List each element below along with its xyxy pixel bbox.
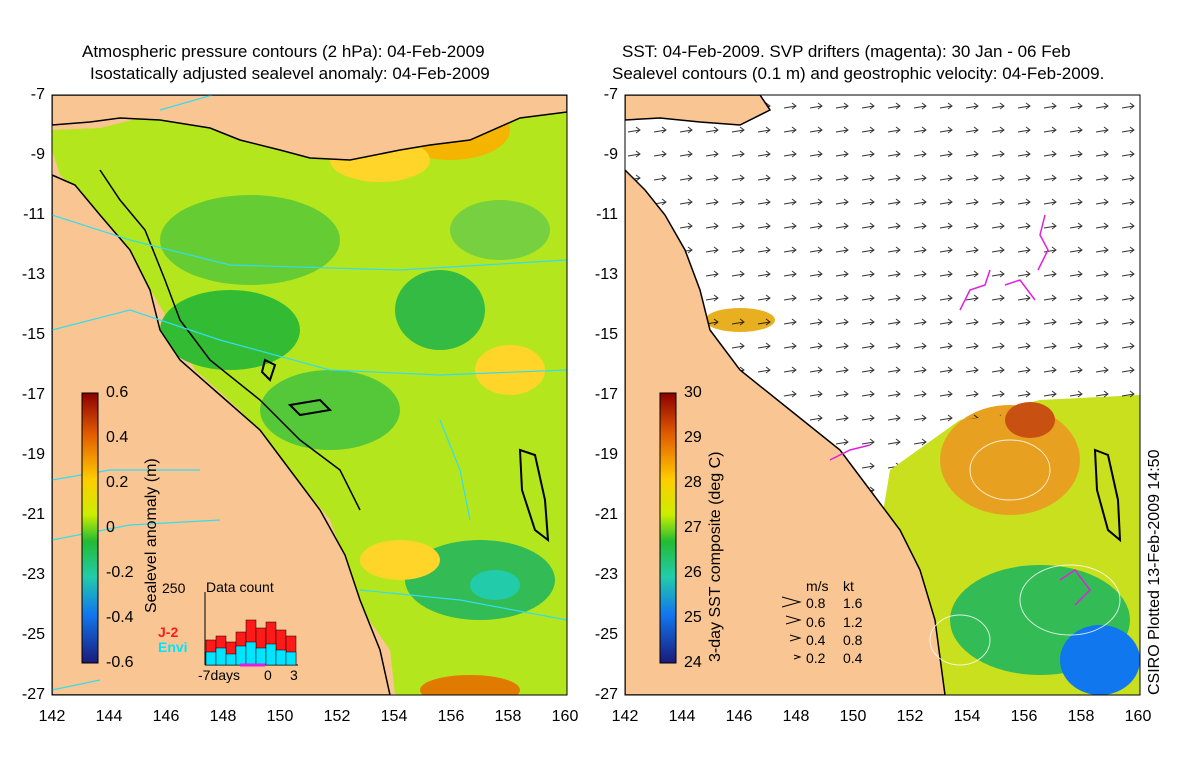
left-ytick: -11	[23, 206, 45, 223]
histogram-series-j2: J-2	[158, 624, 179, 640]
right-xtick: 154	[953, 708, 981, 725]
left-xtick: 156	[437, 708, 465, 725]
right-xtick: 150	[839, 708, 867, 725]
right-ytick: -21	[594, 506, 618, 523]
left-australia	[52, 174, 391, 695]
data-count-histogram	[204, 592, 298, 667]
left-xtick: 160	[551, 708, 579, 725]
right-colorbar-tick: 24	[684, 654, 702, 671]
left-ytick: -25	[21, 626, 45, 643]
histogram-title: Data count	[206, 579, 274, 595]
left-map-frame	[51, 94, 568, 696]
left-ytick: -27	[21, 686, 45, 703]
right-xtick: 156	[1010, 708, 1038, 725]
histogram-series-envi: Envi	[158, 639, 188, 655]
sealevel-contours	[929, 439, 1121, 666]
left-colorbar-tick: 0	[106, 519, 115, 536]
left-ytick: -15	[21, 326, 45, 343]
left-colorbar-tick: 0.4	[106, 429, 129, 446]
right-colorbar	[659, 392, 677, 664]
velocity-legend-arrows	[781, 596, 802, 660]
left-ytick: -17	[21, 386, 45, 403]
right-ytick: -19	[594, 446, 618, 463]
right-xtick: 152	[896, 708, 924, 725]
left-colorbar-tick: -0.6	[106, 654, 134, 671]
right-ytick: -23	[594, 566, 618, 583]
right-colorbar-tick: 30	[684, 384, 702, 401]
right-xtick: 148	[782, 708, 810, 725]
left-ytick: -7	[30, 86, 45, 103]
right-australia	[625, 168, 946, 695]
right-colorbar-tick: 26	[684, 564, 702, 581]
histogram-xlabel: 0	[264, 667, 272, 683]
left-colorbar-tick: 0.6	[106, 384, 129, 401]
right-ytick: -7	[603, 86, 618, 103]
velocity-legend-ms: 0.2	[806, 650, 826, 666]
left-new-guinea	[52, 95, 567, 161]
right-colorbar-tick: 29	[684, 429, 702, 446]
right-map-area	[625, 95, 1140, 695]
left-ytick: -9	[30, 146, 45, 163]
velocity-legend-ms: 0.8	[806, 595, 826, 611]
right-ytick: -15	[594, 326, 618, 343]
left-xtick: 158	[494, 708, 522, 725]
left-colorbar	[81, 392, 99, 664]
right-title-line2: Sealevel contours (0.1 m) and geostrophi…	[612, 64, 1105, 83]
velocity-legend-header-kt: kt	[843, 578, 854, 594]
velocity-legend-header-ms: m/s	[806, 578, 829, 594]
right-ytick: -13	[594, 266, 618, 283]
left-colorbar-label: Sealevel anomaly (m)	[143, 458, 160, 613]
right-xtick: 146	[725, 708, 753, 725]
svp-drifter-tracks	[829, 214, 1091, 606]
histogram-xlabel: 3	[290, 667, 298, 683]
left-xtick: 152	[323, 708, 351, 725]
velocity-legend-kt: 1.6	[843, 595, 863, 611]
left-xtick: 146	[152, 708, 180, 725]
right-title-line1: SST: 04-Feb-2009. SVP drifters (magenta)…	[622, 42, 1071, 61]
right-map-frame	[624, 94, 1141, 696]
left-colorbar-tick: -0.4	[106, 609, 134, 626]
left-ytick: -23	[21, 566, 45, 583]
right-colorbar-tick: 25	[684, 609, 702, 626]
left-xtick: 150	[266, 708, 294, 725]
right-colorbar-tick: 27	[684, 519, 702, 536]
right-xtick: 160	[1124, 708, 1152, 725]
left-ytick: -21	[21, 506, 45, 523]
right-ytick: -9	[603, 146, 618, 163]
right-xtick: 144	[668, 708, 696, 725]
left-colorbar-tick: -0.2	[106, 564, 134, 581]
right-colorbar-label: 3-day SST composite (deg C)	[707, 451, 724, 662]
histogram-ymax-label: 250	[162, 580, 186, 596]
right-colorbar-tick: 28	[684, 474, 702, 491]
right-ytick: -17	[594, 386, 618, 403]
left-colorbar-tick: 0.2	[106, 474, 129, 491]
velocity-legend-kt: 0.4	[843, 650, 863, 666]
left-xtick: 142	[38, 708, 66, 725]
velocity-legend-ms: 0.6	[806, 614, 826, 630]
left-xtick: 154	[380, 708, 408, 725]
left-map-area	[52, 95, 567, 695]
right-xtick: 158	[1067, 708, 1095, 725]
velocity-legend-ms: 0.4	[806, 632, 826, 648]
right-ytick: -25	[594, 626, 618, 643]
left-ytick: -13	[21, 266, 45, 283]
velocity-legend-kt: 0.8	[843, 632, 863, 648]
left-pressure-contours	[52, 95, 567, 691]
credit-label: CSIRO Plotted 13-Feb-2009 14:50	[1146, 449, 1163, 695]
right-ytick: -27	[594, 686, 618, 703]
right-ytick: -11	[596, 206, 618, 223]
left-xtick: 144	[95, 708, 123, 725]
left-title-line2: Isostatically adjusted sealevel anomaly:…	[90, 64, 490, 83]
left-xtick: 148	[209, 708, 237, 725]
histogram-xlabel: -7days	[198, 667, 241, 683]
velocity-legend-kt: 1.2	[843, 614, 863, 630]
right-xtick: 142	[611, 708, 639, 725]
left-title-line1: Atmospheric pressure contours (2 hPa): 0…	[82, 42, 485, 61]
left-ytick: -19	[21, 446, 45, 463]
